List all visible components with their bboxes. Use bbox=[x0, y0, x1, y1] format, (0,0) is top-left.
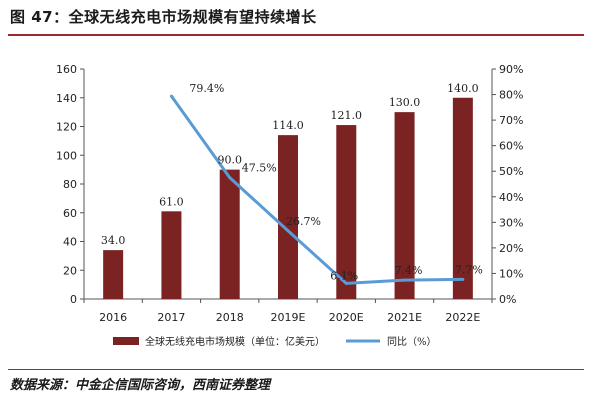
left-tick-label: 0 bbox=[70, 293, 77, 306]
legend: 全球无线充电市场规模（单位：亿美元） 同比（%） bbox=[113, 335, 437, 348]
x-axis: 2016 2017 2018 2019E 2020E 2021E 2022E bbox=[83, 298, 493, 324]
growth-point bbox=[169, 94, 173, 98]
growth-value-label: 26.7% bbox=[286, 215, 321, 228]
right-tick-label: 30% bbox=[499, 216, 523, 229]
growth-value-label: 7.7% bbox=[455, 263, 483, 276]
x-tick-label: 2019E bbox=[271, 311, 306, 324]
growth-point bbox=[286, 229, 290, 233]
left-tick-label: 120 bbox=[56, 121, 77, 134]
data-labels: 34.0 61.0 90.0 114.0 121.0 130.0 140.0 79.4% 47.… bbox=[101, 82, 483, 283]
left-tick-label: 100 bbox=[56, 149, 77, 162]
left-axis: 0 20 40 60 80 100 120 140 160 bbox=[56, 63, 85, 306]
x-tick-label: 2022E bbox=[445, 311, 480, 324]
bar-series bbox=[103, 97, 473, 299]
growth-value-label: 79.4% bbox=[189, 82, 224, 95]
right-tick-label: 10% bbox=[499, 267, 523, 280]
growth-value-label: 6.1% bbox=[330, 269, 358, 282]
growth-value-label: 47.5% bbox=[242, 162, 277, 175]
growth-value-label: 7.4% bbox=[395, 264, 423, 277]
figure-title: 图 47：全球无线充电市场规模有望持续增长 bbox=[10, 8, 317, 26]
growth-point bbox=[228, 176, 232, 180]
bar bbox=[161, 211, 182, 299]
bar bbox=[336, 125, 357, 299]
bar-value-label: 121.0 bbox=[331, 109, 363, 122]
legend-label-bar: 全球无线充电市场规模（单位：亿美元） bbox=[145, 335, 325, 348]
right-axis: 0% 10% 20% 30% 40% 50% 60% 70% 80% 90% bbox=[491, 63, 523, 306]
growth-line bbox=[170, 95, 463, 285]
growth-point bbox=[344, 281, 348, 285]
growth-point bbox=[403, 278, 407, 282]
title-divider bbox=[8, 34, 584, 36]
right-tick-label: 40% bbox=[499, 191, 523, 204]
x-tick-label: 2020E bbox=[329, 311, 364, 324]
right-tick-label: 70% bbox=[499, 114, 523, 127]
right-tick-label: 0% bbox=[499, 293, 516, 306]
left-tick-label: 60 bbox=[63, 207, 77, 220]
legend-label-line: 同比（%） bbox=[387, 336, 437, 348]
bar-value-label: 61.0 bbox=[159, 195, 184, 208]
source-divider bbox=[8, 369, 584, 370]
source-note: 数据来源：中金企信国际咨询，西南证券整理 bbox=[10, 378, 271, 393]
bar-value-label: 130.0 bbox=[389, 96, 421, 109]
x-tick-label: 2016 bbox=[99, 311, 127, 324]
bar bbox=[278, 135, 298, 299]
left-tick-label: 140 bbox=[56, 92, 77, 105]
x-tick-label: 2018 bbox=[216, 311, 244, 324]
right-tick-label: 60% bbox=[499, 140, 523, 153]
bar bbox=[452, 97, 473, 299]
right-tick-label: 50% bbox=[499, 165, 523, 178]
line-series bbox=[169, 94, 465, 285]
x-tick-label: 2021E bbox=[387, 311, 422, 324]
left-tick-label: 40 bbox=[63, 236, 77, 249]
x-tick-label: 2017 bbox=[157, 311, 185, 324]
bar-value-label: 34.0 bbox=[101, 234, 126, 247]
bar bbox=[394, 112, 415, 299]
left-tick-label: 80 bbox=[63, 178, 77, 191]
bar bbox=[219, 169, 240, 299]
bar-value-label: 114.0 bbox=[272, 119, 304, 132]
left-tick-label: 20 bbox=[63, 264, 77, 277]
right-tick-label: 20% bbox=[499, 242, 523, 255]
right-tick-label: 90% bbox=[499, 63, 523, 76]
growth-point bbox=[461, 277, 465, 281]
bar-value-label: 140.0 bbox=[447, 82, 479, 95]
legend-swatch-bar bbox=[113, 337, 139, 345]
right-tick-label: 80% bbox=[499, 89, 523, 102]
bar-value-label: 90.0 bbox=[217, 154, 242, 167]
left-tick-label: 160 bbox=[56, 63, 77, 76]
bar bbox=[103, 250, 124, 299]
